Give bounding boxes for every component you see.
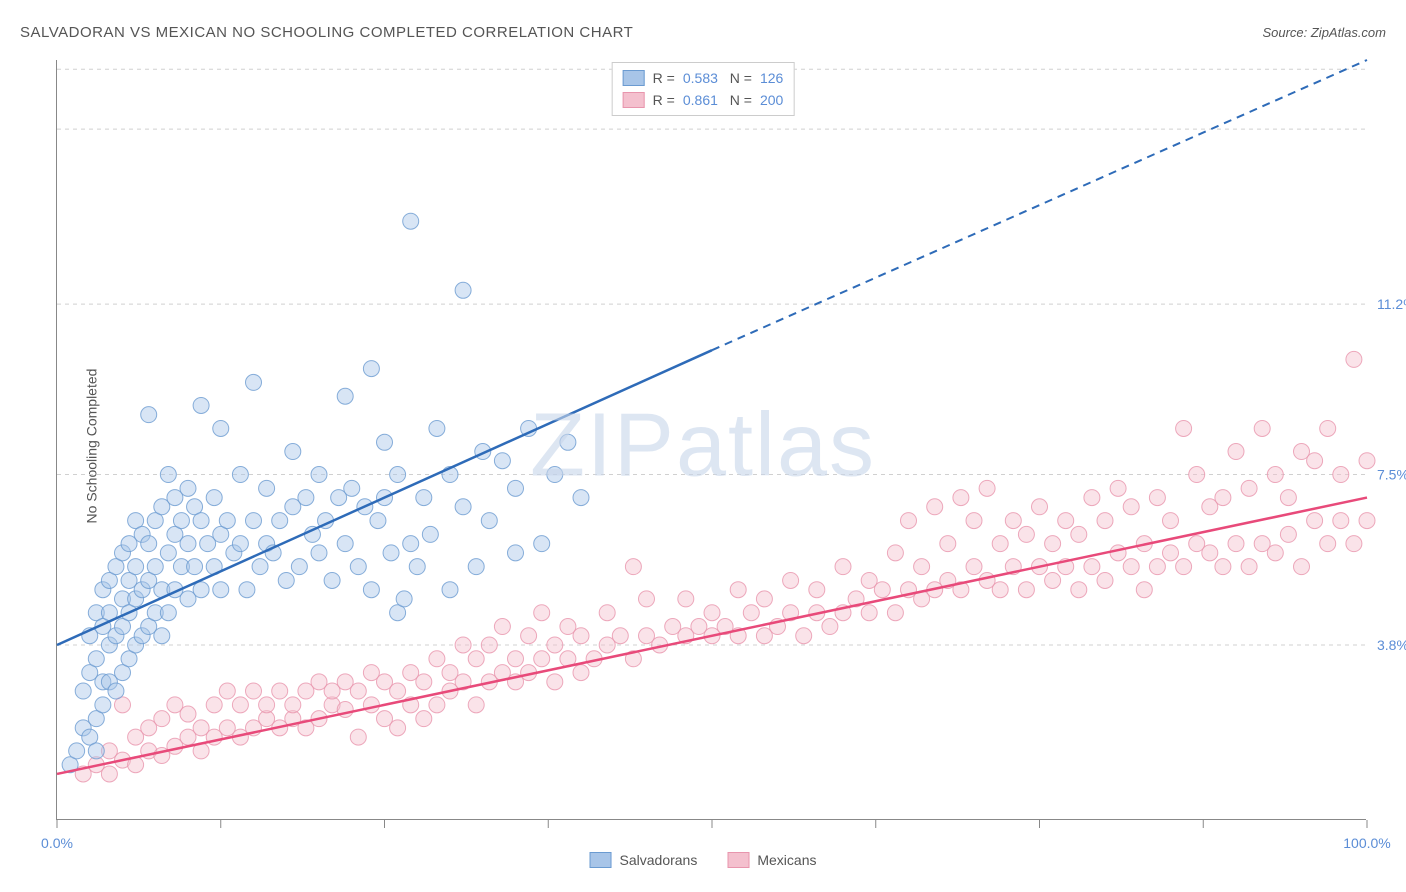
legend-label-salvadorans: Salvadorans — [620, 852, 698, 868]
legend-r-value-1: 0.861 — [683, 92, 718, 108]
plot-svg: 3.8%7.5%11.2%0.0%100.0% — [57, 60, 1366, 819]
chart-title: SALVADORAN VS MEXICAN NO SCHOOLING COMPL… — [20, 24, 633, 41]
legend-swatch-salvadorans — [590, 852, 612, 868]
chart-container: SALVADORAN VS MEXICAN NO SCHOOLING COMPL… — [0, 0, 1406, 892]
legend-n-label-0: N = — [726, 70, 752, 86]
source-prefix: Source: — [1262, 25, 1310, 40]
svg-text:100.0%: 100.0% — [1343, 835, 1390, 851]
legend-correlation: R = 0.583 N = 126 R = 0.861 N = 200 — [612, 62, 795, 116]
legend-r-label-0: R = — [653, 70, 675, 86]
legend-row-1: R = 0.861 N = 200 — [623, 89, 784, 111]
legend-r-label-1: R = — [653, 92, 675, 108]
legend-item-mexicans: Mexicans — [727, 852, 816, 868]
svg-text:7.5%: 7.5% — [1377, 467, 1406, 483]
legend-swatch-1 — [623, 92, 645, 108]
legend-series: Salvadorans Mexicans — [590, 852, 817, 868]
legend-swatch-mexicans — [727, 852, 749, 868]
svg-text:3.8%: 3.8% — [1377, 637, 1406, 653]
legend-n-value-0: 126 — [760, 70, 783, 86]
source-name: ZipAtlas.com — [1311, 25, 1386, 40]
legend-label-mexicans: Mexicans — [757, 852, 816, 868]
legend-row-0: R = 0.583 N = 126 — [623, 67, 784, 89]
title-row: SALVADORAN VS MEXICAN NO SCHOOLING COMPL… — [20, 20, 1386, 44]
legend-swatch-0 — [623, 70, 645, 86]
svg-text:11.2%: 11.2% — [1377, 296, 1406, 312]
svg-text:0.0%: 0.0% — [41, 835, 73, 851]
plot-area: 3.8%7.5%11.2%0.0%100.0% — [56, 60, 1366, 820]
legend-n-value-1: 200 — [760, 92, 783, 108]
legend-n-label-1: N = — [726, 92, 752, 108]
chart-source: Source: ZipAtlas.com — [1262, 25, 1386, 40]
legend-r-value-0: 0.583 — [683, 70, 718, 86]
legend-item-salvadorans: Salvadorans — [590, 852, 698, 868]
